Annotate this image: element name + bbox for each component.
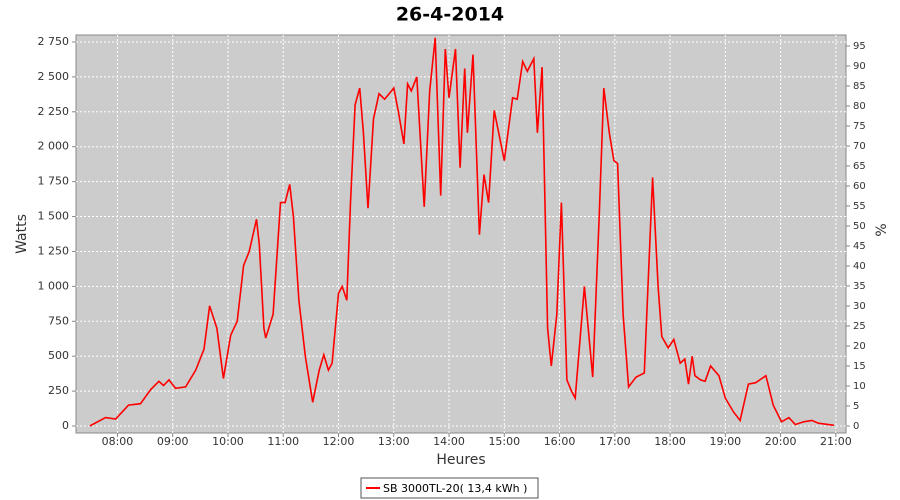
y-tick-label: 750 (48, 314, 69, 327)
y2-tick-label: 45 (853, 241, 866, 252)
y2-tick-label: 10 (853, 381, 866, 392)
y2-tick-label: 20 (853, 341, 866, 352)
x-tick-label: 09:00 (157, 435, 189, 448)
y-tick-label: 1 000 (38, 279, 70, 292)
x-tick-label: 08:00 (102, 435, 134, 448)
line-series (89, 37, 835, 427)
y-tick-label: 2 000 (38, 140, 70, 153)
y2-tick-label: 60 (853, 181, 866, 192)
x-tick-label: 14:00 (433, 435, 465, 448)
y2-tick-label: 65 (853, 161, 866, 172)
y-tick-label: 1 250 (38, 244, 70, 257)
y-tick-label: 2 250 (38, 105, 70, 118)
y-tick-label: 2 500 (38, 70, 70, 83)
y2-axis-label: % (874, 223, 890, 236)
x-tick-label: 12:00 (323, 435, 355, 448)
y2-tick-label: 25 (853, 321, 866, 332)
y-tick-label: 2 750 (38, 35, 70, 48)
y2-tick-label: 75 (853, 121, 866, 132)
chart-title: 26-4-2014 (396, 4, 504, 26)
y2-tick-label: 15 (853, 361, 866, 372)
x-tick-label: 19:00 (709, 435, 741, 448)
y2-tick-label: 5 (853, 401, 859, 412)
x-axis-label: Heures (436, 452, 485, 468)
x-tick-label: 16:00 (544, 435, 576, 448)
y2-tick-label: 95 (853, 41, 866, 52)
x-tick-label: 21:00 (820, 435, 852, 448)
y2-tick-label: 55 (853, 201, 866, 212)
y2-tick-label: 80 (853, 101, 866, 112)
y2-tick-label: 90 (853, 61, 866, 72)
legend-box (360, 477, 539, 499)
y2-tick-label: 30 (853, 301, 866, 312)
y-axis-label: Watts (14, 214, 30, 254)
y2-tick-label: 40 (853, 261, 866, 272)
y-tick-label: 0 (62, 419, 69, 432)
legend-label: SB 3000TL-20( 13,4 kWh ) (383, 482, 527, 495)
x-tick-label: 17:00 (599, 435, 631, 448)
x-tick-label: 11:00 (267, 435, 299, 448)
x-tick-label: 10:00 (212, 435, 244, 448)
y-tick-label: 250 (48, 384, 69, 397)
y2-tick-label: 70 (853, 141, 866, 152)
y-tick-label: 500 (48, 349, 69, 362)
y-tick-label: 1 500 (38, 210, 70, 223)
y2-tick-label: 35 (853, 281, 866, 292)
y2-tick-label: 50 (853, 221, 866, 232)
x-tick-label: 18:00 (654, 435, 686, 448)
y2-tick-label: 85 (853, 81, 866, 92)
plot-area (75, 34, 847, 434)
y-tick-label: 1 750 (38, 175, 70, 188)
y2-tick-label: 0 (853, 421, 859, 432)
x-tick-label: 15:00 (488, 435, 520, 448)
x-tick-label: 13:00 (378, 435, 410, 448)
x-tick-label: 20:00 (765, 435, 797, 448)
